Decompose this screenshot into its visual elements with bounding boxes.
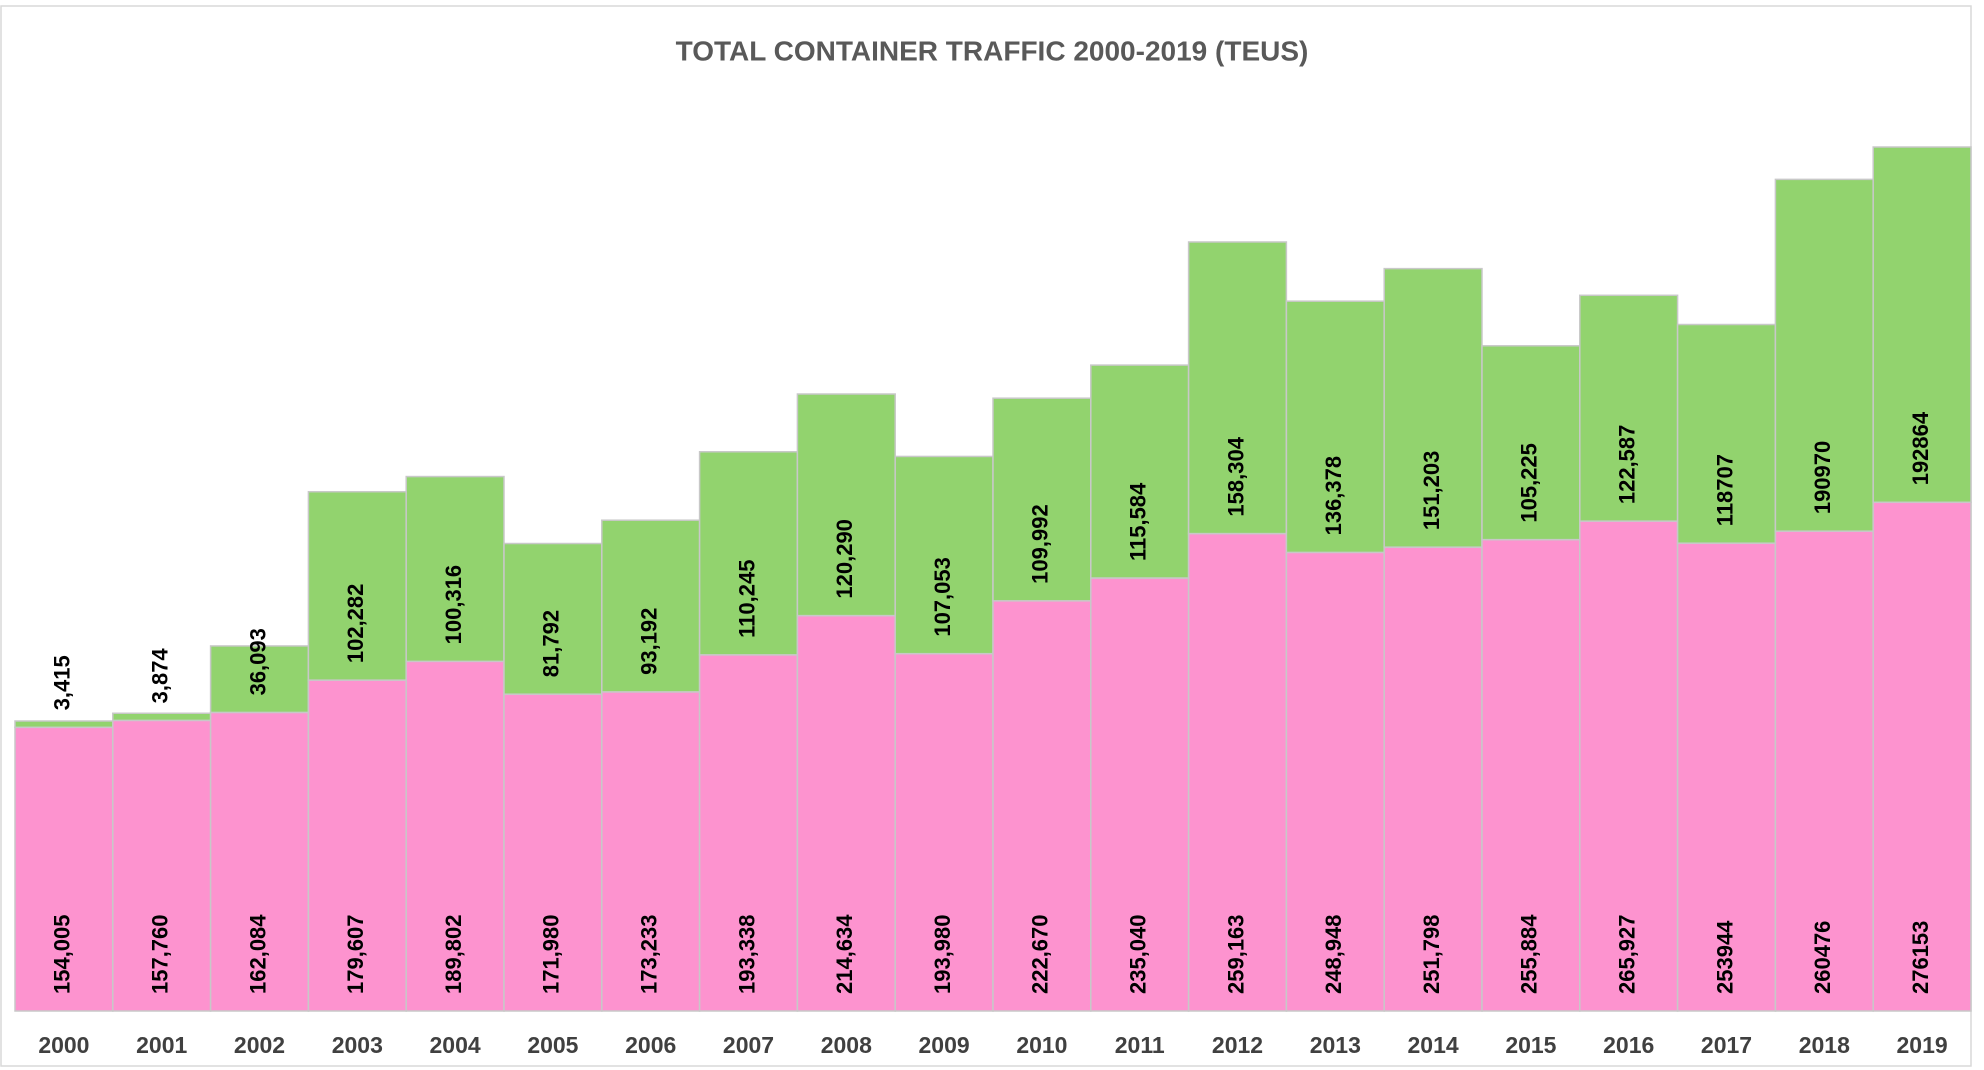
bar-segment: [1579, 520, 1679, 1012]
x-tick-label: 2008: [821, 1032, 872, 1058]
bar-segment: [1383, 267, 1483, 548]
value-label: 120,290: [832, 519, 857, 599]
value-label: 3,415: [50, 655, 75, 710]
value-label: 118707: [1712, 454, 1737, 526]
x-tick-label: 2005: [527, 1032, 578, 1058]
bar-segment: [307, 490, 407, 681]
bar-segment: [601, 519, 701, 693]
value-label: 107,053: [930, 557, 955, 637]
value-label: 162,084: [245, 914, 270, 994]
value-label: 265,927: [1615, 914, 1640, 994]
bar-segment: [307, 679, 407, 1012]
value-label: 173,233: [637, 914, 662, 994]
value-label: 110,245: [734, 560, 759, 638]
x-tick-label: 2001: [136, 1032, 187, 1058]
bar-segment: [209, 645, 310, 714]
value-label: 105,225: [1517, 443, 1542, 523]
value-label: 136,378: [1321, 456, 1346, 536]
bar-segment: [14, 720, 114, 729]
bar-segment: [1090, 577, 1190, 1012]
bar-segment: [894, 455, 994, 655]
bar-segment: [1285, 300, 1385, 554]
bar-segment: [112, 719, 212, 1012]
value-label: 158,304: [1223, 436, 1248, 516]
bar-segment: [1187, 532, 1288, 1012]
bar-segment: [992, 600, 1092, 1012]
x-tick-label: 2000: [38, 1032, 89, 1058]
x-tick-label: 2012: [1212, 1032, 1263, 1058]
value-label: 122,587: [1615, 425, 1640, 505]
value-label: 171,980: [539, 914, 564, 994]
bar-segment: [796, 393, 896, 617]
value-label: 151,203: [1419, 451, 1444, 531]
value-label: 3,874: [148, 648, 173, 704]
bar-segment: [1383, 546, 1483, 1012]
value-label: 102,282: [343, 584, 368, 664]
value-label: 214,634: [832, 914, 857, 994]
value-label: 193,338: [734, 914, 759, 994]
bar-segment: [503, 542, 603, 695]
bar-segment: [405, 475, 505, 663]
bar-segment: [1090, 364, 1190, 579]
x-tick-label: 2010: [1016, 1032, 1067, 1058]
value-label: 36,093: [245, 628, 270, 695]
value-label: 251,798: [1419, 914, 1444, 994]
x-tick-label: 2014: [1408, 1032, 1459, 1058]
bar-segment: [1872, 146, 1972, 504]
bar-segment: [405, 660, 505, 1012]
value-label: 190970: [1810, 441, 1835, 514]
bar-segment: [796, 614, 896, 1012]
bar-segment: [1481, 345, 1581, 541]
value-label: 235,040: [1126, 914, 1151, 994]
bar-segment: [1481, 538, 1581, 1012]
x-tick-label: 2018: [1799, 1032, 1850, 1058]
x-tick-label: 2016: [1603, 1032, 1654, 1058]
x-tick-label: 2019: [1897, 1032, 1948, 1058]
bar-segment: [698, 451, 799, 656]
bar-segment: [1285, 551, 1385, 1012]
x-tick-label: 2015: [1505, 1032, 1556, 1058]
value-label: 93,192: [637, 608, 662, 675]
value-label: 276153: [1908, 921, 1933, 994]
bar-segment: [698, 654, 799, 1012]
bar-segment: [992, 397, 1092, 602]
x-tick-label: 2017: [1701, 1032, 1752, 1058]
bar-segment: [601, 691, 701, 1012]
value-label: 193,980: [930, 914, 955, 994]
value-label: 253944: [1712, 920, 1737, 994]
x-tick-label: 2002: [234, 1032, 285, 1058]
x-tick-label: 2004: [430, 1032, 481, 1058]
bar-segment: [1774, 530, 1874, 1012]
chart-title: TOTAL CONTAINER TRAFFIC 2000-2019 (TEUS): [676, 35, 1309, 66]
value-label: 154,005: [50, 914, 75, 994]
x-tick-label: 2009: [919, 1032, 970, 1058]
value-label: 179,607: [343, 914, 368, 994]
x-tick-label: 2006: [625, 1032, 676, 1058]
x-tick-label: 2011: [1115, 1032, 1165, 1058]
value-label: 260476: [1810, 921, 1835, 994]
bar-segment: [1774, 178, 1874, 532]
value-label: 222,670: [1028, 914, 1053, 994]
value-label: 259,163: [1223, 914, 1248, 994]
value-label: 192864: [1908, 411, 1933, 485]
bar-segment: [1872, 501, 1972, 1012]
value-label: 157,760: [148, 914, 173, 994]
value-label: 248,948: [1321, 914, 1346, 994]
value-label: 255,884: [1517, 914, 1542, 994]
x-tick-label: 2003: [332, 1032, 383, 1058]
bar-segment: [112, 712, 212, 722]
x-tick-label: 2007: [723, 1032, 774, 1058]
bar-segment: [1579, 294, 1679, 522]
value-label: 189,802: [441, 914, 466, 994]
value-label: 81,792: [539, 610, 564, 677]
bar-segment: [503, 693, 603, 1012]
x-tick-label: 2013: [1310, 1032, 1361, 1058]
value-label: 109,992: [1028, 504, 1053, 584]
value-label: 100,316: [441, 565, 466, 645]
value-label: 115,584: [1126, 482, 1151, 561]
bar-segment: [1187, 241, 1288, 535]
